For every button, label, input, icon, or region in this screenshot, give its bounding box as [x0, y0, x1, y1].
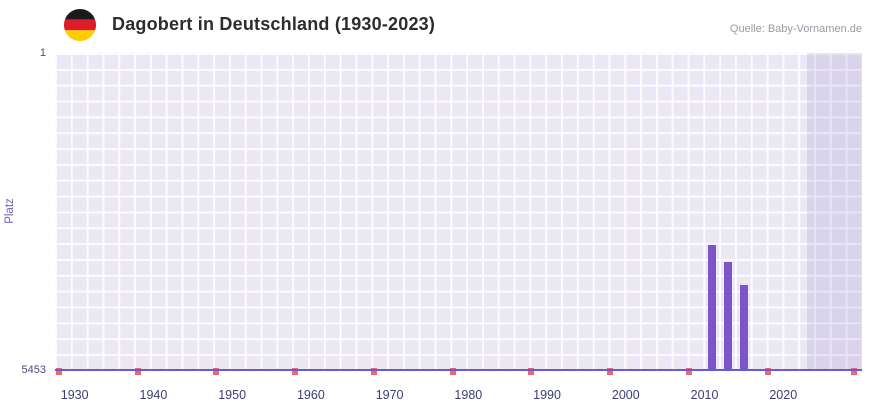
- x-axis-label: 1970: [375, 388, 404, 402]
- x-axis-label: 1990: [533, 388, 561, 402]
- x-axis: 1930 1940 1950 1960 1970 1980 1990 2000 2010 2020: [55, 388, 862, 406]
- x-axis-label: 1980: [454, 388, 483, 402]
- no-data-marker: [607, 368, 614, 375]
- rank-bar[interactable]: [724, 262, 733, 370]
- source-attribution: Quelle: Baby-Vornamen.de: [729, 23, 862, 35]
- rank-bar[interactable]: [708, 245, 717, 370]
- germany-flag-icon: [63, 8, 97, 42]
- x-axis-line: [55, 369, 862, 371]
- future-band: [806, 53, 862, 370]
- no-data-marker: [134, 368, 141, 375]
- rank-bar[interactable]: [739, 284, 748, 370]
- plot-area: [55, 53, 862, 375]
- no-data-marker: [528, 368, 535, 375]
- no-data-marker: [851, 368, 858, 375]
- no-data-marker: [213, 368, 220, 375]
- no-data-marker: [685, 368, 692, 375]
- x-axis-label: 1930: [60, 388, 89, 402]
- no-data-marker: [449, 368, 456, 375]
- no-data-marker: [764, 368, 771, 375]
- chart-title: Dagobert in Deutschland (1930-2023): [112, 14, 436, 34]
- x-axis-label: 2010: [690, 388, 719, 402]
- no-data-marker: [292, 368, 299, 375]
- y-axis-tick-worst: 5453: [21, 364, 46, 376]
- no-data-marker: [55, 368, 62, 375]
- x-axis-label: 1960: [296, 388, 325, 402]
- y-axis-title: Platz: [4, 198, 16, 224]
- x-axis-label: 2000: [611, 388, 640, 402]
- y-axis-tick-best: 1: [39, 47, 46, 59]
- no-data-marker: [370, 368, 377, 375]
- x-axis-label: 1940: [139, 388, 168, 402]
- x-axis-label: 1950: [218, 388, 247, 402]
- x-axis-label: 2020: [769, 388, 798, 402]
